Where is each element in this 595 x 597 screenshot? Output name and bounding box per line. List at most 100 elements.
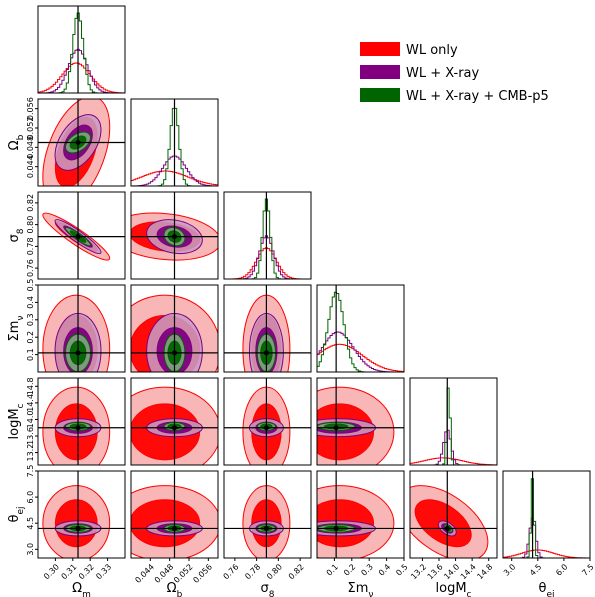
panel-frame xyxy=(130,284,219,373)
xtick-label-logmc: 14.4 xyxy=(459,562,478,581)
ytick-label-mnu: 0.1 xyxy=(26,348,35,361)
hist-logmc-series-0 xyxy=(410,457,497,465)
xtick-label-logmc: 14.0 xyxy=(442,562,461,581)
panel-mnu-logmc xyxy=(316,377,405,466)
xlabel-mnu: Σmν xyxy=(348,581,374,597)
hist-mnu-series-1 xyxy=(317,331,404,372)
panel-frame xyxy=(409,470,498,559)
xtick-label-mnu: 0.2 xyxy=(342,562,357,577)
ytick-label-logmc: 13.2 xyxy=(26,444,35,462)
xtick-label-tej: 7.5 xyxy=(580,562,595,577)
ytick-label-s8: 0.78 xyxy=(26,237,35,255)
ytick-label-mnu: 0.5 xyxy=(26,279,35,292)
panel-ob-mnu xyxy=(130,284,219,373)
xtick-label-tej: 3.0 xyxy=(502,562,517,577)
truth-point-om-s8 xyxy=(75,234,81,240)
hist-mnu-series-2 xyxy=(317,291,404,372)
panel-om-om xyxy=(37,5,126,94)
legend-label-0: WL only xyxy=(406,43,458,58)
panel-s8-tej: 0.76 0.78 0.80 0.82 σ8 xyxy=(222,470,312,597)
panel-frame xyxy=(223,377,312,466)
panel-mnu-tej: 0.1 0.2 0.3 0.4 0.5 Σmν xyxy=(316,470,410,597)
panel-frame xyxy=(223,284,312,373)
xtick-label-om: 0.30 xyxy=(42,562,61,581)
ytick-label-tej: 6.0 xyxy=(26,491,35,504)
ytick-label-s8: 0.82 xyxy=(26,194,35,212)
ytick-label-logmc: 14.8 xyxy=(26,377,35,395)
truth-point-s8-logmc xyxy=(263,425,269,431)
xlabel-ob: Ωb xyxy=(167,581,183,597)
xtick-label-ob: 0.056 xyxy=(191,562,214,585)
ytick-label-ob: 0.056 xyxy=(26,97,35,120)
panel-frame xyxy=(130,191,219,280)
hist-ob-series-1 xyxy=(131,155,218,186)
xtick-label-logmc: 13.2 xyxy=(409,562,428,581)
xtick-label-tej: 6.0 xyxy=(554,562,569,577)
panel-frame xyxy=(223,470,312,559)
ytick-label-tej: 3.0 xyxy=(26,543,35,556)
panel-s8-s8 xyxy=(223,191,312,280)
legend-swatch-1 xyxy=(360,65,400,79)
xtick-label-s8: 0.76 xyxy=(222,562,241,581)
xlabel-tej: θej xyxy=(538,581,554,597)
legend-swatch-0 xyxy=(360,42,400,56)
panel-tej-tej: 3.0 4.5 6.0 7.5 θej xyxy=(502,470,595,597)
xtick-label-mnu: 0.1 xyxy=(325,562,340,577)
ylabel-s8: σ8 xyxy=(7,228,26,242)
hist-ob-series-0 xyxy=(131,170,218,186)
xlabel-s8: σ8 xyxy=(261,581,275,597)
panel-logmc-logmc xyxy=(409,377,498,466)
panel-frame xyxy=(316,470,405,559)
truth-point-s8-tej xyxy=(263,525,269,531)
ytick-label-tej: 7.5 xyxy=(26,465,35,478)
ylabel-tej: θej xyxy=(7,506,26,522)
xtick-label-s8: 0.80 xyxy=(265,562,284,581)
hist-tej-series-2 xyxy=(503,478,590,558)
truth-point-ob-s8 xyxy=(172,234,177,240)
ytick-label-mnu: 0.3 xyxy=(26,313,35,326)
xtick-label-om: 0.33 xyxy=(94,562,113,581)
xtick-label-logmc: 14.8 xyxy=(475,562,494,581)
panel-mnu-mnu xyxy=(316,284,405,373)
xtick-label-mnu: 0.3 xyxy=(359,562,374,577)
xlabel-om: Ωm xyxy=(72,581,91,597)
ylabel-mnu: Σmν xyxy=(7,316,26,342)
legend-swatch-2 xyxy=(360,88,400,102)
panel-ob-logmc xyxy=(130,377,219,466)
panel-frame xyxy=(130,98,219,187)
xtick-label-tej: 4.5 xyxy=(528,562,543,577)
panel-frame xyxy=(130,470,219,559)
truth-point-om-tej xyxy=(75,525,81,531)
hist-tej-series-0 xyxy=(503,549,590,558)
hist-s8-series-1 xyxy=(224,235,311,279)
truth-point-ob-tej xyxy=(172,525,177,531)
hist-om-series-2 xyxy=(38,12,125,93)
xtick-label-s8: 0.82 xyxy=(287,562,306,581)
panel-frame xyxy=(37,470,126,559)
hist-ob-series-2 xyxy=(131,107,218,186)
ytick-label-logmc: 14.4 xyxy=(26,394,35,412)
panel-frame xyxy=(37,284,126,373)
panel-om-mnu: 0.1 0.2 0.3 0.4 0.5 Σmν xyxy=(7,279,126,373)
ytick-label-ob: 0.052 xyxy=(26,117,35,140)
panel-s8-mnu xyxy=(223,284,312,373)
legend-label-1: WL + X-ray xyxy=(406,66,480,81)
truth-point-mnu-tej xyxy=(333,525,339,531)
legend-label-2: WL + X-ray + CMB-p5 xyxy=(406,89,549,104)
panel-frame xyxy=(316,284,405,373)
panel-frame xyxy=(130,377,219,466)
hist-tej-series-1 xyxy=(503,517,590,558)
panel-om-s8: 0.76 0.78 0.80 0.82 σ8 xyxy=(7,191,126,280)
panel-frame xyxy=(37,377,126,466)
ytick-label-s8: 0.80 xyxy=(26,216,35,234)
xtick-label-mnu: 0.4 xyxy=(377,562,392,577)
hist-s8-series-2 xyxy=(224,198,311,279)
ytick-label-mnu: 0.4 xyxy=(26,296,35,309)
xtick-label-ob: 0.044 xyxy=(133,562,156,585)
panel-frame xyxy=(223,191,312,280)
hist-om-series-0 xyxy=(38,62,125,93)
truth-point-om-mnu xyxy=(75,350,81,356)
